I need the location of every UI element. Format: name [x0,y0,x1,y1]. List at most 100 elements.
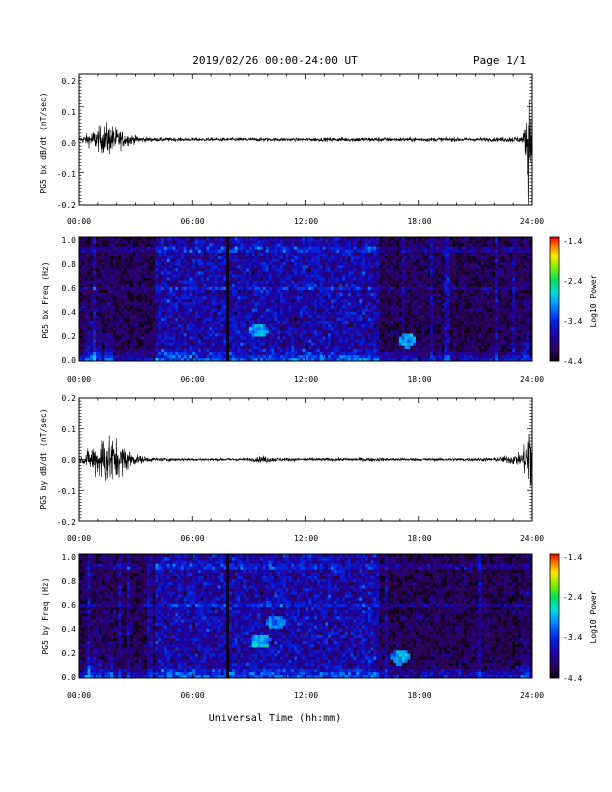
spectrogram-cell [166,302,170,306]
spectrogram-cell [379,252,383,256]
spectrogram-cell [178,342,182,346]
spectrogram-cell [370,246,374,250]
spectrogram-cell [401,277,405,281]
spectrogram-cell [316,302,320,306]
spectrogram-cell [265,286,269,290]
spectrogram-cell [291,258,295,263]
spectrogram-cell [339,333,343,337]
spectrogram-cell [336,286,340,290]
spectrogram-cell [169,252,173,256]
spectrogram-cell [220,277,224,281]
spectrogram-cell [161,286,165,290]
spectrogram-cell [87,258,91,263]
spectrogram-cell [95,289,100,294]
spectrogram-cell [200,283,204,287]
x-tick-label: 06:00 [180,217,204,226]
spectrogram-cell [251,295,255,300]
spectrogram-cell [178,326,182,331]
spectrogram-cell [285,357,289,362]
spectrogram-cell [342,268,346,272]
spectrogram-cell [189,246,193,250]
spectrogram-cell [203,268,207,272]
spectrogram-cell [370,351,374,356]
spectrogram-cell [398,286,403,290]
spectrogram-cell [212,323,216,328]
spectrogram-cell [107,246,111,250]
spectrogram-cell [240,317,244,321]
spectrogram-cell [161,274,165,278]
spectrogram-cell [127,320,131,325]
spectrogram-cell [254,295,258,300]
spectrogram-cell [172,240,176,244]
spectrogram-cell [104,330,108,334]
spectrogram-cell [81,289,85,294]
spectrogram-cell [265,261,269,266]
spectrogram-cell [254,286,258,290]
spectrogram-cell [118,351,122,356]
spectrogram-cell [268,345,272,349]
spectrogram-cell [297,246,301,250]
spectrogram-cell [379,326,383,331]
spectrogram-cell [404,292,408,297]
spectrogram-cell [356,330,360,334]
spectrogram-cell [229,292,233,297]
spectrogram-cell [127,255,131,259]
spectrogram-cell [121,249,125,253]
spectrogram-cell [180,246,185,250]
spectrogram-cell [234,308,238,312]
spectrogram-cell [328,277,332,281]
spectrogram-cell [387,255,391,259]
spectrogram-cell [265,320,269,325]
spectrogram-cell [163,246,168,250]
spectrogram-cell [410,271,414,275]
spectrogram-cell [328,252,332,256]
spectrogram-cell [401,342,405,346]
spectrogram-cell [322,274,326,278]
spectrogram-cell [367,255,371,259]
spectrogram-cell [189,283,193,287]
spectrogram-cell [169,264,173,269]
spectrogram-cell [197,308,202,312]
spectrogram-cell [308,280,312,284]
spectrogram-cell [231,261,236,266]
spectrogram-cell [144,345,148,349]
spectrogram-cell [203,271,207,275]
spectrogram-cell [132,320,136,325]
spectrogram-cell [305,345,309,349]
spectrogram-cell [398,333,403,337]
spectrogram-cell [107,339,111,343]
spectrogram-cell [124,249,128,253]
spectrogram-cell [141,255,145,259]
spectrogram-cell [370,274,374,278]
spectrogram-cell [84,342,88,346]
spectrogram-cell [319,326,323,331]
spectrogram-cell [180,286,185,290]
spectrogram-cell [302,330,306,334]
spectrogram-cell [305,280,309,284]
spectrogram-cell [129,240,134,244]
spectrogram-cell [214,237,219,241]
spectrogram-cell [248,237,253,241]
spectrogram-cell [81,243,85,247]
spectrogram-cell [87,336,91,340]
spectrogram-cell [342,243,346,247]
spectrogram-cell [172,283,176,287]
spectrogram-cell [362,268,366,272]
spectrogram-cell [118,246,122,250]
spectrogram-cell [294,357,298,362]
spectrogram-cell [248,243,253,247]
spectrogram-cell [316,286,320,290]
spectrogram-cell [297,336,301,340]
spectrogram-cell [217,305,221,309]
spectrogram-cell [81,268,85,272]
spectrogram-cell [339,354,343,359]
spectrogram-cell [328,240,332,244]
spectrogram-cell [240,311,244,315]
spectrogram-cell [124,308,128,312]
spectrogram-cell [98,286,102,290]
spectrogram-cell [95,354,100,359]
spectrogram-cell [163,289,168,294]
spectrogram-cell [209,330,213,334]
spectrogram-cell [353,237,357,241]
spectrogram-cell [248,302,253,306]
